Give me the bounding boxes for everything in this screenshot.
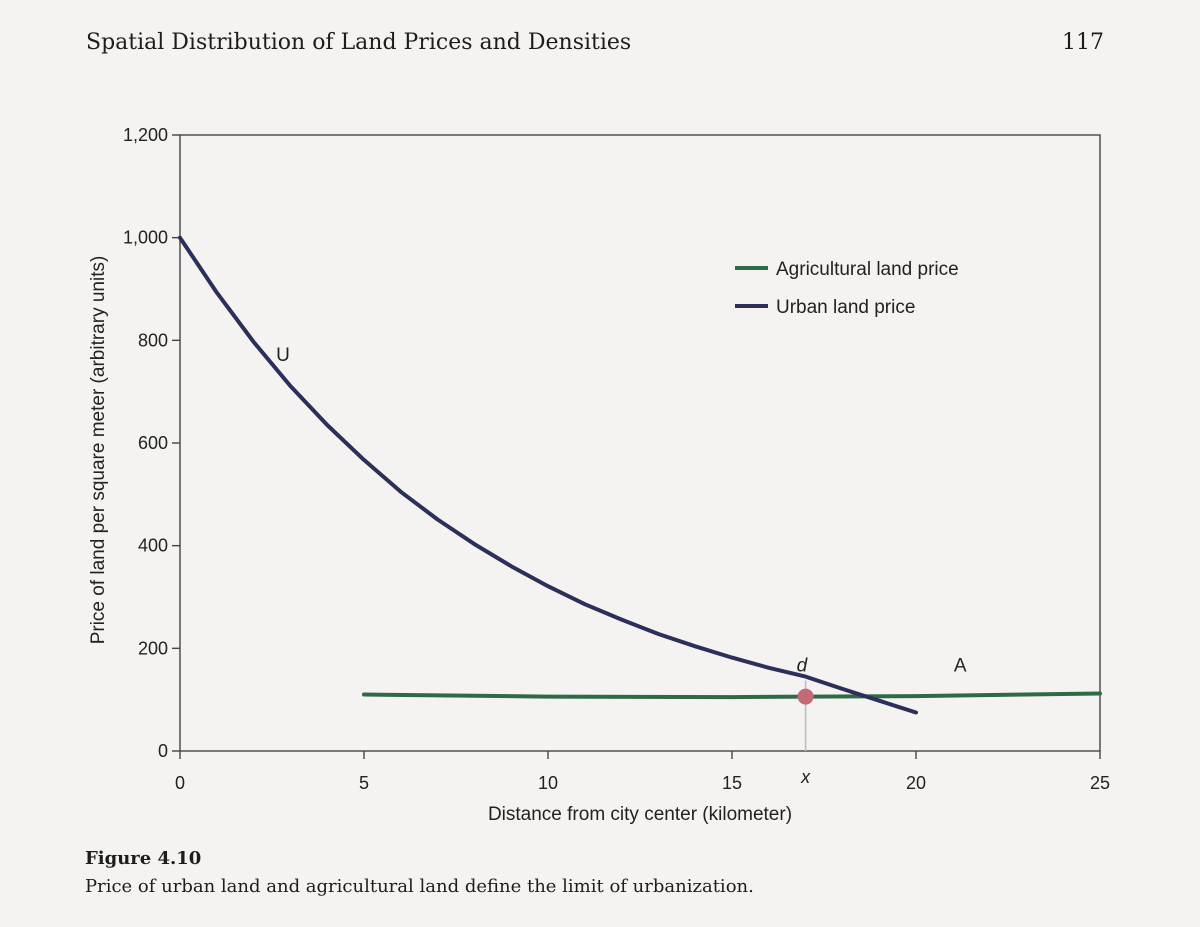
y-tick-label: 400	[138, 536, 168, 556]
legend-label: Agricultural land price	[776, 259, 959, 280]
y-tick-label: 1,200	[123, 125, 168, 145]
y-tick-label: 1,000	[123, 228, 168, 248]
legend-label: Urban land price	[776, 297, 915, 318]
y-tick-label: 0	[158, 741, 168, 761]
x-tick-label: 15	[722, 773, 742, 793]
y-tick-label: 600	[138, 433, 168, 453]
annotation-d: d	[797, 655, 809, 676]
figure-label: Figure 4.10	[85, 848, 202, 869]
x-tick-label: 25	[1090, 773, 1110, 793]
x-tick-label: 0	[175, 773, 185, 793]
annotation-u: U	[276, 345, 290, 366]
x-tick-label: 5	[359, 773, 369, 793]
page-number: 117	[1062, 30, 1104, 55]
x-tick-label: 10	[538, 773, 558, 793]
x-tick-label: 20	[906, 773, 926, 793]
series-lines	[178, 235, 1102, 715]
running-head: Spatial Distribution of Land Prices and …	[86, 30, 632, 55]
legend: Agricultural land price Urban land price	[735, 259, 959, 318]
land-price-chart: 0 200 400 600 800 1,000 1,200 0 5 10 15 20 25 x U Ad A…	[88, 125, 1110, 825]
y-axis-label: Price of land per square meter (arbitrar…	[88, 256, 109, 645]
annotations: U Ad	[276, 345, 967, 677]
intersection-x-label: x	[800, 767, 811, 787]
x-axis-label: Distance from city center (kilometer)	[488, 804, 792, 825]
annotation-a: A	[954, 655, 967, 676]
agricultural-price-line	[362, 691, 1102, 700]
axes: 0 200 400 600 800 1,000 1,200 0 5 10 15 20 25 x	[123, 125, 1110, 793]
y-tick-label: 800	[138, 330, 168, 350]
urban-price-line	[178, 235, 918, 715]
figure-caption: Price of urban land and agricultural lan…	[85, 876, 754, 897]
y-tick-label: 200	[138, 638, 168, 658]
intersection-point	[797, 688, 814, 705]
